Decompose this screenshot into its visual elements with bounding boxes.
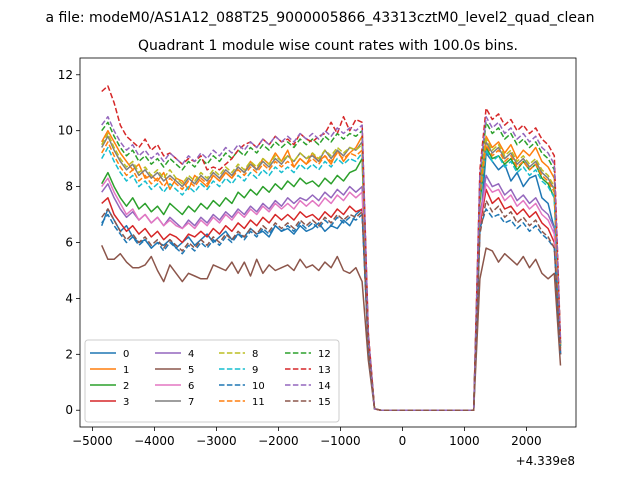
legend-label-4: 4	[188, 349, 194, 360]
series-line-4	[101, 174, 562, 411]
x-offset-label: +4.339e8	[516, 454, 575, 468]
series-layer	[100, 85, 562, 411]
series-line-9	[101, 146, 562, 411]
legend-label-0: 0	[123, 349, 129, 360]
legend-label-14: 14	[318, 381, 331, 392]
legend-label-7: 7	[188, 397, 194, 408]
legend-label-1: 1	[123, 365, 129, 376]
x-tick-label: 1000	[449, 434, 480, 448]
x-tick-label: −3000	[196, 434, 237, 448]
legend-frame	[84, 339, 340, 423]
legend-label-8: 8	[252, 349, 258, 360]
series-line-7	[101, 135, 562, 411]
x-tick-label: −1000	[320, 434, 361, 448]
x-tick-label: −2000	[258, 434, 299, 448]
y-tick-label: 0	[65, 403, 73, 417]
legend-label-5: 5	[188, 365, 194, 376]
figure-suptitle: a file: modeM0/AS1A12_088T25_9000005866_…	[46, 10, 595, 26]
x-tick-label: 2000	[511, 434, 542, 448]
legend-label-11: 11	[252, 397, 265, 408]
x-axis: −5000 −4000 −3000 −2000 −1000 0 1000 2000	[72, 427, 542, 448]
chart-title: Quadrant 1 module wise count rates with …	[138, 38, 518, 54]
legend-label-9: 9	[252, 365, 258, 376]
y-tick-label: 10	[58, 124, 73, 138]
y-axis: 0 2 4 6 8 10 12	[58, 68, 80, 417]
x-tick-label: −4000	[134, 434, 175, 448]
series-line-5	[101, 244, 562, 411]
y-tick-label: 12	[58, 68, 73, 82]
x-tick-label: −5000	[72, 434, 113, 448]
legend-label-3: 3	[123, 397, 129, 408]
legend-label-2: 2	[123, 381, 129, 392]
x-tick-label: 0	[399, 434, 407, 448]
y-tick-label: 6	[65, 236, 73, 250]
legend-label-12: 12	[318, 349, 331, 360]
series-line-14	[101, 115, 562, 411]
legend-label-13: 13	[318, 365, 331, 376]
y-tick-label: 8	[65, 180, 73, 194]
series-line-6	[101, 177, 562, 411]
y-tick-label: 2	[65, 347, 73, 361]
series-line-13	[101, 85, 562, 411]
y-tick-label: 4	[65, 291, 73, 305]
legend-label-10: 10	[252, 381, 265, 392]
series-line-15	[101, 199, 562, 411]
legend-label-15: 15	[318, 397, 331, 408]
legend-label-6: 6	[188, 381, 194, 392]
series-line-3	[101, 188, 562, 411]
series-line-11	[101, 141, 562, 411]
